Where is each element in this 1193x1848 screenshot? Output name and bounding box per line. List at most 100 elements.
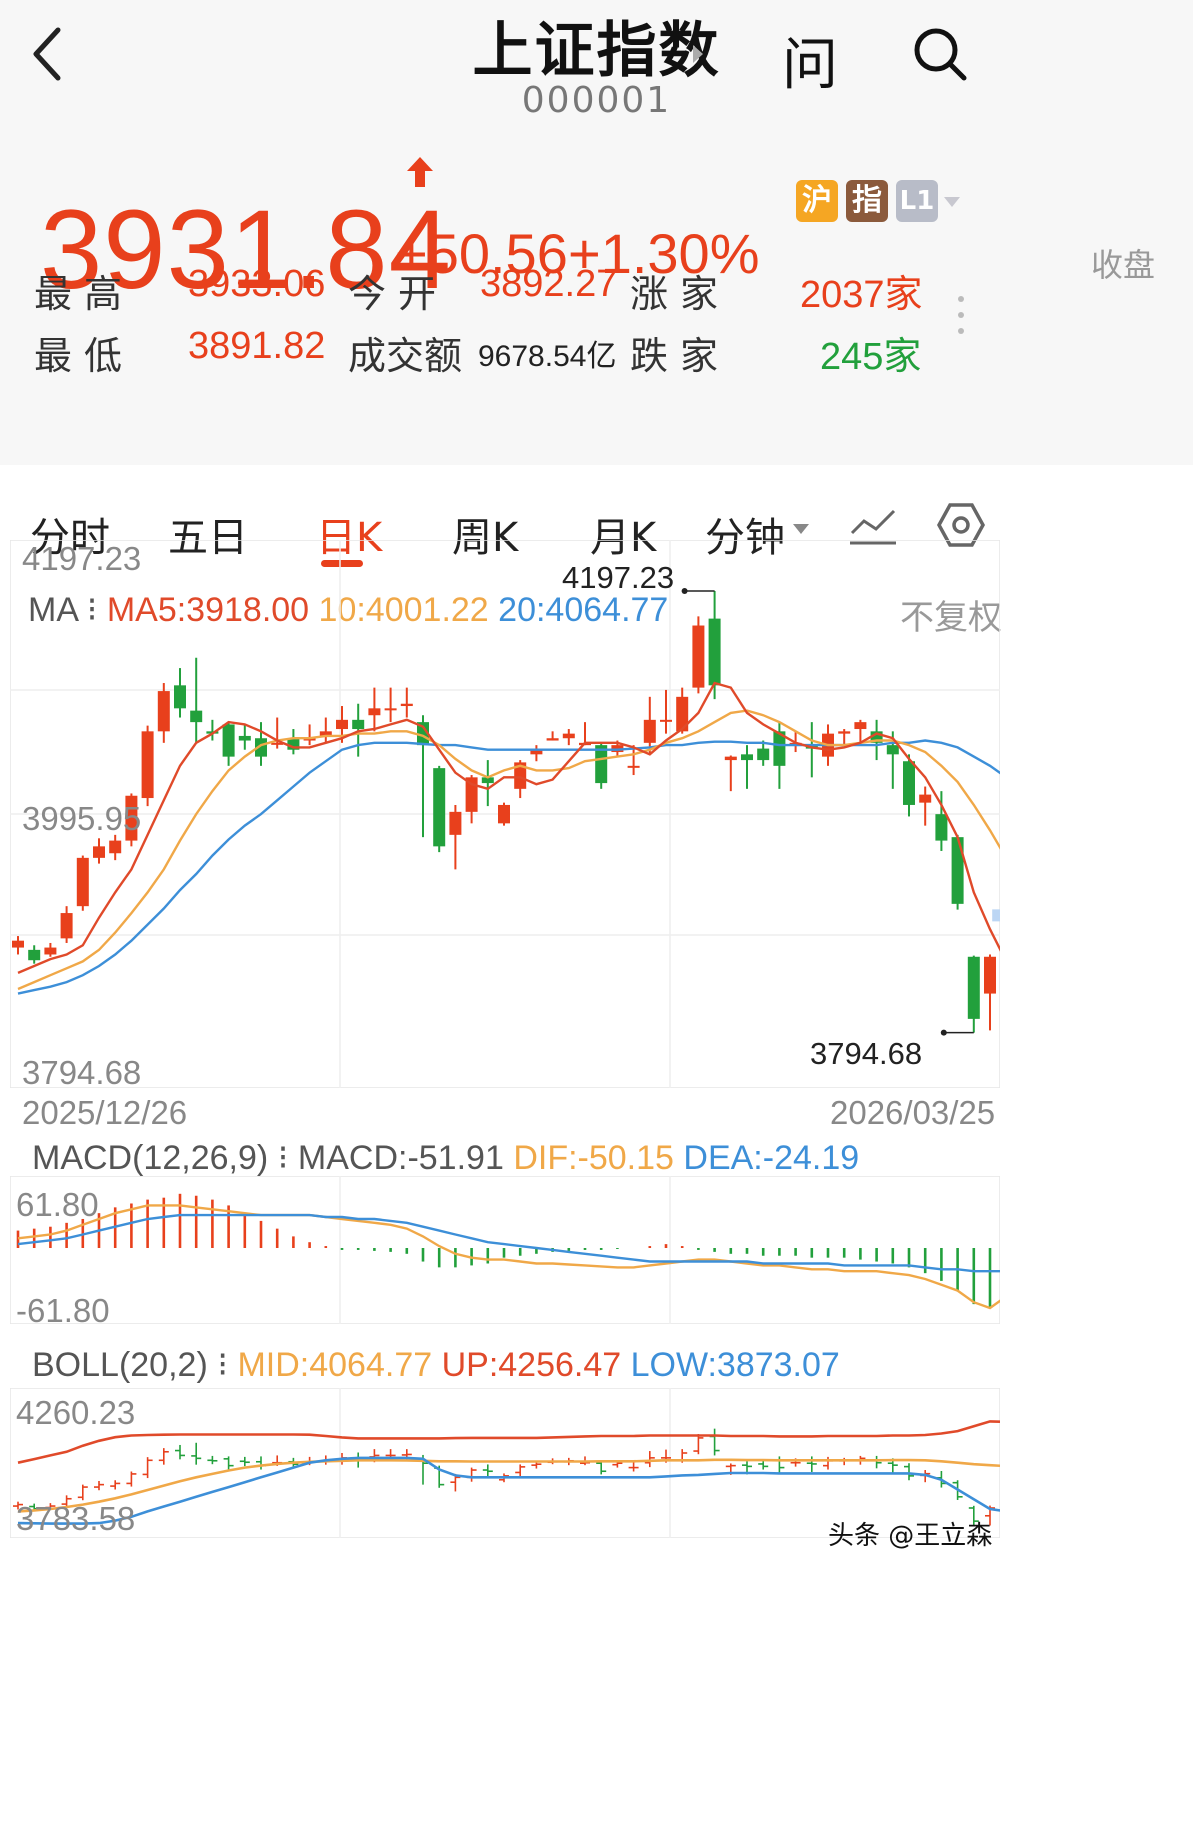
macd-y-top: 61.80 bbox=[16, 1186, 99, 1223]
boll-bar bbox=[158, 1448, 169, 1465]
quote-panel: 3931.84 +50.56 +1.30% 沪 指 L1 收盘 最高 3933.… bbox=[0, 135, 1193, 465]
candle-body bbox=[919, 794, 932, 803]
candle-body bbox=[141, 731, 154, 799]
candle-body bbox=[643, 719, 656, 743]
back-icon[interactable] bbox=[28, 24, 68, 84]
decliners-value: 245家 bbox=[820, 336, 922, 378]
candle bbox=[676, 687, 689, 734]
watermark: 头条 @王立森 bbox=[828, 1521, 993, 1551]
boll-chart[interactable] bbox=[10, 1388, 1000, 1538]
candle bbox=[141, 725, 154, 807]
tab-weekly-k[interactable]: 周K bbox=[452, 515, 519, 561]
tab-daily-k[interactable]: 日K bbox=[316, 515, 383, 561]
boll-bar bbox=[596, 1460, 607, 1475]
macd-title: MACD(12,26,9) ⁝ bbox=[32, 1139, 298, 1177]
tab-five-day[interactable]: 五日 bbox=[168, 515, 248, 561]
boll-up-value: UP:4256.47 bbox=[441, 1346, 622, 1384]
high-mark-label: 4197.23 bbox=[562, 560, 675, 595]
candle-body bbox=[741, 754, 753, 761]
boll-y-top: 4260.23 bbox=[16, 1394, 136, 1431]
ask-button[interactable]: 问 bbox=[782, 33, 838, 98]
ma10-line bbox=[17, 709, 1000, 991]
level-badge[interactable]: L1 bbox=[896, 180, 938, 222]
high-label: 最高 bbox=[34, 272, 135, 316]
candle-body bbox=[255, 738, 267, 757]
high-value: 3933.06 bbox=[188, 263, 326, 305]
macd-y-bottom: -61.80 bbox=[16, 1292, 110, 1329]
more-vertical-icon[interactable] bbox=[955, 295, 967, 335]
candle bbox=[303, 724, 316, 746]
boll-legend: BOLL(20,2) ⁝ MID:4064.77 UP:4256.47 LOW:… bbox=[32, 1345, 840, 1385]
candle bbox=[368, 687, 381, 732]
boll-bar bbox=[142, 1457, 153, 1479]
boll-low-line bbox=[17, 1456, 1000, 1525]
candle-body bbox=[854, 722, 867, 730]
candle-body bbox=[93, 846, 105, 858]
candle-body bbox=[660, 719, 672, 722]
tab-monthly-k[interactable]: 月K bbox=[590, 515, 657, 561]
candle-body bbox=[481, 777, 494, 784]
candle bbox=[951, 834, 964, 910]
candle bbox=[643, 696, 656, 755]
candle bbox=[271, 717, 284, 749]
candle-body bbox=[400, 703, 413, 707]
macd-chart[interactable] bbox=[10, 1176, 1000, 1324]
candle bbox=[919, 786, 932, 826]
candle-body bbox=[967, 956, 980, 1019]
chart-style-icon[interactable] bbox=[848, 503, 898, 547]
candle bbox=[530, 745, 543, 762]
open-value: 3892.27 bbox=[480, 263, 618, 305]
page-title: 上证指数 bbox=[472, 16, 721, 86]
candle bbox=[157, 683, 170, 743]
candle bbox=[498, 802, 510, 826]
candle bbox=[708, 591, 721, 700]
dif-value: DIF:-50.15 bbox=[513, 1139, 674, 1177]
caret-right-icon[interactable] bbox=[690, 42, 706, 66]
candle bbox=[384, 687, 397, 723]
period-tabs: 分时 五日 日K 周K 月K 分钟 bbox=[0, 475, 1193, 575]
candle-body bbox=[757, 748, 770, 761]
candle-body bbox=[190, 710, 203, 723]
boll-bar bbox=[110, 1480, 121, 1490]
kline-chart[interactable] bbox=[10, 540, 1000, 1088]
candle-body bbox=[838, 731, 851, 734]
advancers-label: 涨家 bbox=[630, 272, 731, 316]
tab-intraday[interactable]: 分时 bbox=[30, 515, 110, 561]
stock-code: 000001 bbox=[521, 80, 672, 121]
minute-dropdown-icon[interactable] bbox=[792, 523, 810, 535]
ma20-value: 20:4064.77 bbox=[498, 591, 669, 629]
boll-bar bbox=[904, 1463, 914, 1481]
boll-bar bbox=[175, 1444, 185, 1460]
candle-body bbox=[514, 762, 527, 789]
candle bbox=[838, 729, 851, 746]
candle bbox=[190, 657, 203, 743]
candle bbox=[967, 955, 980, 1033]
settings-icon[interactable] bbox=[936, 501, 986, 549]
candle bbox=[660, 689, 672, 734]
ma10-value: 10:4001.22 bbox=[318, 591, 489, 629]
tab-minute[interactable]: 分钟 bbox=[705, 515, 785, 561]
candle-body bbox=[44, 947, 57, 955]
candle-body bbox=[287, 738, 300, 750]
candle bbox=[400, 687, 413, 718]
macd-legend: MACD(12,26,9) ⁝ MACD:-51.91 DIF:-50.15 D… bbox=[32, 1138, 859, 1178]
candle-body bbox=[222, 724, 235, 757]
boll-bar bbox=[450, 1473, 461, 1492]
candle-body bbox=[384, 708, 397, 711]
candle-body bbox=[28, 949, 41, 961]
candle bbox=[109, 834, 122, 861]
boll-bar bbox=[628, 1461, 639, 1472]
boll-bar bbox=[256, 1456, 266, 1470]
boll-bar bbox=[758, 1460, 769, 1470]
candle-body bbox=[433, 768, 446, 847]
chevron-down-icon[interactable] bbox=[942, 195, 962, 209]
candle bbox=[449, 804, 462, 870]
adjust-selector[interactable]: 不复权 bbox=[900, 598, 1002, 638]
decliners-label: 跌家 bbox=[630, 334, 731, 378]
search-icon[interactable] bbox=[910, 24, 970, 84]
boll-bar bbox=[515, 1464, 526, 1477]
candle-body bbox=[676, 696, 689, 732]
boll-bar bbox=[806, 1456, 817, 1472]
candle bbox=[984, 954, 996, 1031]
date-start: 2025/12/26 bbox=[22, 1094, 188, 1131]
